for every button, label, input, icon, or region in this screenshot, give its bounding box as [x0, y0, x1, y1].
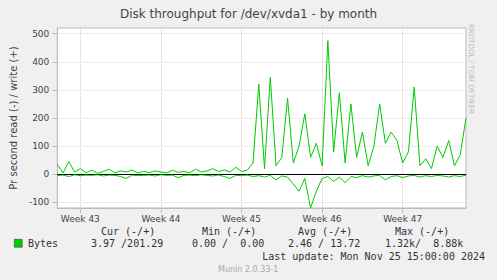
svg-text:Munin 2.0.33-1: Munin 2.0.33-1: [218, 265, 278, 274]
svg-text:-100: -100: [29, 197, 50, 207]
svg-text:3.97 /201.29: 3.97 /201.29: [91, 238, 163, 249]
svg-text:0.00 / 0.00: 0.00 / 0.00: [192, 238, 264, 249]
svg-text:Week 44: Week 44: [141, 214, 180, 224]
svg-text:Max (-/+): Max (-/+): [395, 226, 449, 237]
svg-text:Cur (-/+): Cur (-/+): [101, 226, 155, 237]
svg-text:Disk throughput for /dev/xvda1: Disk throughput for /dev/xvda1 - by mont…: [120, 7, 377, 21]
svg-text:Pr second read (-) / write (+): Pr second read (-) / write (+): [8, 46, 19, 189]
svg-text:1.32k/ 8.88k: 1.32k/ 8.88k: [385, 238, 463, 249]
svg-text:400: 400: [32, 57, 49, 67]
svg-text:Week 45: Week 45: [222, 214, 261, 224]
svg-text:Week 46: Week 46: [303, 214, 342, 224]
svg-text:RRDTOOL / TOBI OETIKER: RRDTOOL / TOBI OETIKER: [467, 24, 475, 114]
svg-text:100: 100: [32, 141, 49, 151]
svg-text:Min (-/+): Min (-/+): [202, 226, 256, 237]
svg-text:Last update: Mon Nov 25 15:00:: Last update: Mon Nov 25 15:00:00 2024: [262, 251, 485, 262]
svg-text:200: 200: [32, 113, 49, 123]
svg-text:2.46 / 13.72: 2.46 / 13.72: [288, 238, 360, 249]
svg-text:Week 47: Week 47: [383, 214, 422, 224]
svg-text:0: 0: [44, 169, 50, 179]
svg-text:300: 300: [32, 85, 49, 95]
svg-text:Week 43: Week 43: [61, 214, 100, 224]
svg-text:500: 500: [32, 29, 49, 39]
svg-text:Avg (-/+): Avg (-/+): [298, 226, 352, 237]
svg-text:Bytes: Bytes: [28, 238, 58, 249]
